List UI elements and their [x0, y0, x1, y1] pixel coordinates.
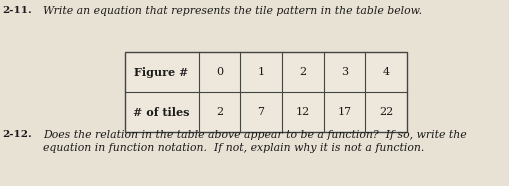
Text: Write an equation that represents the tile pattern in the table below.: Write an equation that represents the ti… — [43, 6, 422, 16]
Text: 7: 7 — [258, 107, 265, 117]
Text: # of tiles: # of tiles — [133, 107, 190, 118]
Text: 22: 22 — [379, 107, 393, 117]
Text: 4: 4 — [383, 67, 390, 77]
Text: 2: 2 — [299, 67, 306, 77]
Text: 17: 17 — [337, 107, 352, 117]
Text: Figure #: Figure # — [134, 67, 189, 78]
Text: Does the relation in the table above appear to be a function?  If so, write the
: Does the relation in the table above app… — [43, 130, 467, 153]
Text: 1: 1 — [258, 67, 265, 77]
Text: 2: 2 — [216, 107, 223, 117]
Text: 3: 3 — [341, 67, 348, 77]
Text: 2-12.: 2-12. — [3, 130, 32, 139]
Text: 12: 12 — [296, 107, 310, 117]
Text: 0: 0 — [216, 67, 223, 77]
Text: 2-11.: 2-11. — [3, 6, 32, 15]
